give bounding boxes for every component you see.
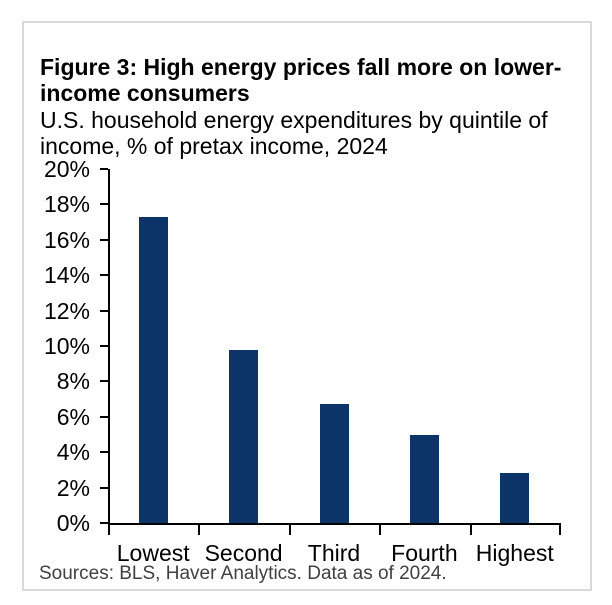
y-axis-tick-label: 14% [43, 262, 90, 289]
x-axis-tick [288, 523, 291, 535]
x-axis-line [108, 523, 561, 525]
x-axis-tick [198, 523, 201, 535]
y-axis-tick [100, 415, 108, 418]
bar-fourth [409, 434, 439, 523]
y-axis-tick-label: 6% [56, 403, 90, 430]
y-axis-tick-label: 18% [43, 191, 90, 218]
y-axis-tick-label: 0% [56, 510, 90, 536]
x-axis-category-label: Second [204, 540, 283, 566]
x-axis-tick [559, 523, 561, 535]
chart-subtitle-line-1: U.S. household energy expenditures by qu… [40, 107, 548, 133]
y-axis-tick-label: 10% [43, 333, 90, 359]
bar-highest [500, 473, 530, 523]
y-axis-tick-label: 4% [56, 439, 90, 466]
y-axis-tick [100, 451, 108, 454]
x-axis-tick [469, 523, 472, 535]
y-axis-tick [100, 486, 108, 489]
y-axis-tick-label: 2% [56, 474, 90, 501]
y-axis-tick [100, 345, 108, 347]
y-axis-line [108, 169, 110, 525]
chart-subtitle-line-2: income, % of pretax income, 2024 [40, 133, 388, 159]
y-axis-tick-label: 12% [43, 297, 90, 324]
bar-third [319, 404, 349, 523]
x-axis-category-label: Third [307, 540, 361, 566]
x-axis-tick [379, 523, 382, 535]
chart-title-line-1: Figure 3: High energy prices fall more o… [40, 54, 562, 80]
chart-card: Figure 3: High energy prices fall more o… [22, 21, 592, 591]
y-axis-tick [100, 203, 108, 206]
y-axis-tick-label: 8% [56, 368, 90, 395]
chart-title-line-2: income consumers [40, 80, 250, 106]
x-axis-category-label: Fourth [391, 540, 458, 566]
bar-second [229, 349, 259, 523]
y-axis-tick [100, 238, 108, 241]
bar-lowest [138, 216, 168, 523]
y-axis-tick [100, 309, 108, 312]
y-axis-tick [100, 274, 108, 277]
x-axis-tick [108, 523, 110, 535]
bar-chart-plot-area: 0% 2% 4% 6% 8% 10% 12% 14% 16% 18% 20% Lowest Second… [24, 23, 590, 589]
y-axis-tick-label: 20% [43, 156, 90, 182]
y-axis-tick [100, 380, 108, 383]
y-axis-tick [100, 522, 108, 524]
y-axis-tick-label: 16% [43, 226, 90, 253]
y-axis-tick [100, 168, 108, 170]
source-note: Sources: BLS, Haver Analytics. Data as o… [39, 563, 447, 584]
x-axis-category-label: Highest [475, 540, 554, 566]
x-axis-category-label: Lowest [116, 540, 190, 566]
